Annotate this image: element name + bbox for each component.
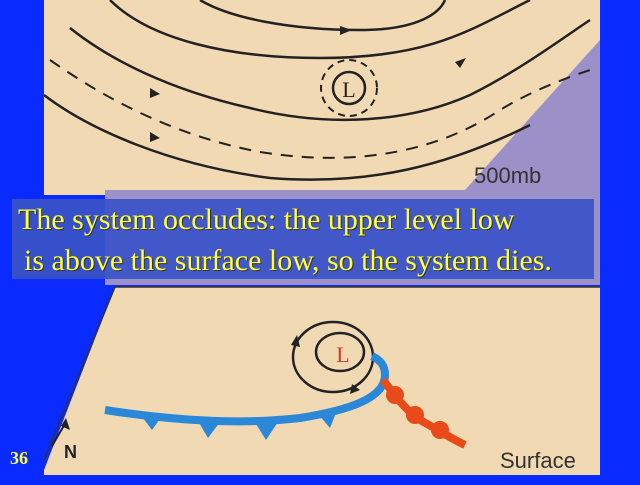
surface-map-panel: L N xyxy=(43,286,600,475)
north-label: N xyxy=(64,442,77,462)
upper-low-dashed-ring xyxy=(320,59,378,117)
caption-line-1: The system occludes: the upper level low xyxy=(18,203,515,236)
surface-level-label: Surface xyxy=(500,448,576,473)
upper-level-label: 500mb xyxy=(474,163,542,188)
slide-number: 36 xyxy=(10,448,28,468)
upper-map-panel: L xyxy=(43,0,600,195)
caption-background xyxy=(12,199,594,279)
surface-low-label: L xyxy=(336,342,349,367)
upper-low-label: L xyxy=(342,77,355,102)
upper-low-circle xyxy=(331,70,367,106)
north-arrow-icon xyxy=(51,418,70,447)
caption-line-2: is above the surface low, so the system … xyxy=(24,244,552,277)
